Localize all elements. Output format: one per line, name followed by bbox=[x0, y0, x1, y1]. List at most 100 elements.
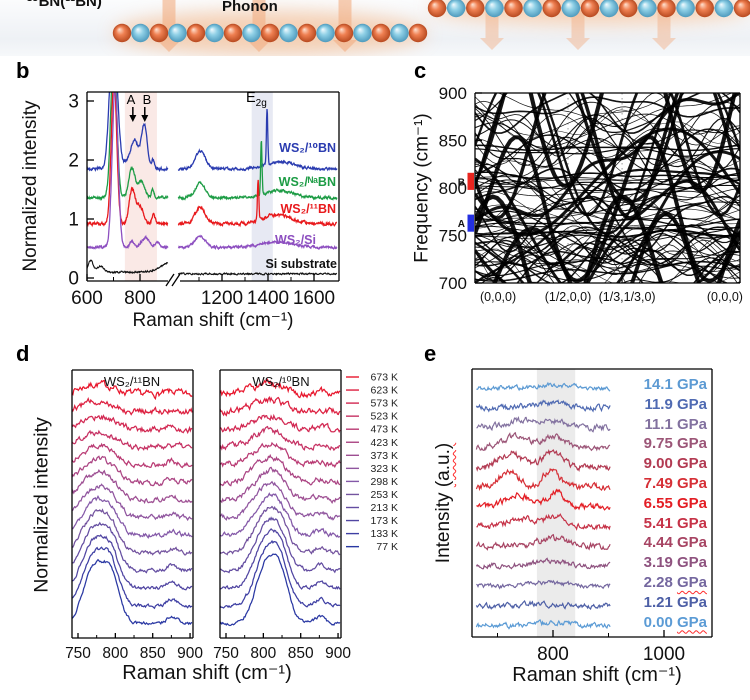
temp-trace-133K bbox=[220, 539, 341, 609]
boron-atom bbox=[408, 23, 428, 43]
arrow-head-icon bbox=[129, 115, 137, 122]
legend-label: 133 K bbox=[371, 528, 398, 540]
annotation-e2g: E2g bbox=[246, 90, 267, 109]
phonon-branch bbox=[475, 150, 740, 283]
nitrogen-atom bbox=[638, 0, 657, 18]
pressure-trace-11.9 bbox=[475, 399, 611, 413]
phonon-arrow-icon bbox=[480, 10, 504, 50]
boron-atom bbox=[427, 0, 447, 18]
pressure-trace-6.55 bbox=[476, 488, 611, 511]
panel-b-ylabel: Normalized intensity bbox=[20, 100, 41, 272]
nitrogen-atom bbox=[316, 23, 335, 43]
legend-label: 623 K bbox=[371, 385, 398, 397]
panel-e-ylabel-main: Intensity bbox=[433, 487, 454, 564]
boron-atom bbox=[334, 23, 354, 43]
temp-trace-473K bbox=[220, 441, 341, 469]
nitrogen-atom bbox=[676, 0, 695, 18]
series-label: WS₂/¹⁰BN bbox=[279, 141, 336, 155]
panel-d-traces-1 bbox=[220, 378, 341, 627]
legend-label: 573 K bbox=[371, 398, 398, 410]
phonon-branch bbox=[475, 144, 740, 152]
pressure-trace-3.19 bbox=[475, 557, 611, 570]
annotation-e2g-main: E bbox=[246, 90, 256, 106]
temp-trace-423K bbox=[72, 455, 193, 487]
phonon-branch bbox=[475, 96, 740, 118]
boron-atom bbox=[733, 0, 750, 18]
temp-trace-298K bbox=[72, 495, 193, 540]
tick-label: 850 bbox=[439, 132, 467, 151]
annotation-peak-b: B bbox=[142, 92, 152, 107]
temp-trace-673K bbox=[220, 378, 341, 399]
tick-label: 800 bbox=[439, 179, 467, 198]
phonon-branch bbox=[475, 183, 740, 224]
tick-label: 900 bbox=[177, 645, 203, 662]
panel-c-ylabel: Frequency (cm⁻¹) bbox=[411, 113, 433, 263]
phonon-branch bbox=[475, 190, 740, 235]
legend-label: 423 K bbox=[371, 437, 398, 449]
tick-label: 750 bbox=[213, 645, 239, 662]
pressure-trace-9.75 bbox=[475, 431, 611, 452]
panel-b-plot: WS₂/¹⁰BN WS₂/ᴺᵃBN WS₂/¹¹BN WS₂/Si Si substra… bbox=[68, 91, 340, 309]
pressure-trace-0.00 bbox=[475, 619, 611, 630]
boron-atom bbox=[619, 0, 638, 18]
pressure-trace-14.1 bbox=[476, 381, 611, 392]
temp-trace-473K bbox=[72, 442, 193, 469]
phonon-branch bbox=[475, 229, 740, 277]
temp-trace-523K bbox=[72, 429, 193, 452]
boron-atom bbox=[260, 23, 280, 43]
tick-label: (1/2,0,0) bbox=[545, 290, 592, 304]
temp-trace-573K bbox=[72, 414, 193, 435]
annotation-peak-a: A bbox=[126, 92, 136, 107]
phonon-branch bbox=[492, 211, 701, 283]
atom-chain-1 bbox=[427, 0, 750, 50]
panel-a-phonon-label: Phonon bbox=[222, 0, 278, 15]
temp-trace-173K bbox=[220, 527, 341, 591]
nitrogen-atom bbox=[523, 0, 542, 18]
phonon-branch bbox=[475, 133, 740, 185]
panel-d-title-ws2-11bn: WS₂/¹¹BN bbox=[103, 374, 161, 389]
boron-atom bbox=[223, 23, 243, 43]
panel-e-plot: 800 1000 bbox=[471, 368, 713, 665]
nitrogen-atom bbox=[390, 23, 409, 43]
tick-label: 800 bbox=[537, 644, 569, 665]
phonon-branch bbox=[475, 212, 740, 225]
phonon-branch bbox=[475, 93, 684, 203]
panel-e-ylabel-unit: (a.u.) bbox=[433, 442, 454, 488]
tick-label: 1600 bbox=[293, 288, 335, 309]
tick-label: 1200 bbox=[201, 288, 243, 309]
spectrum-4-right bbox=[177, 271, 338, 276]
phonon-branch bbox=[475, 245, 738, 283]
pressure-trace-7.49 bbox=[475, 467, 611, 492]
temp-trace-423K bbox=[220, 453, 341, 487]
tick-label: 750 bbox=[65, 645, 91, 662]
pressure-trace-11.1 bbox=[476, 416, 611, 433]
series-label: Si substrate bbox=[265, 257, 337, 271]
temp-trace-323K bbox=[72, 483, 193, 522]
pressure-trace-5.41 bbox=[476, 513, 611, 531]
nitrogen-atom bbox=[279, 23, 298, 43]
tick-label: 600 bbox=[71, 288, 103, 309]
atom-chain-graphic bbox=[112, 0, 750, 55]
legend-label: 213 K bbox=[371, 502, 398, 514]
boron-atom bbox=[657, 0, 676, 18]
spectrum-3-right bbox=[177, 234, 338, 251]
phonon-arrow-icon bbox=[566, 10, 590, 50]
boron-atom bbox=[149, 23, 169, 43]
boron-atom bbox=[466, 0, 485, 18]
panel-b-letter: b bbox=[16, 58, 30, 83]
temp-trace-213K bbox=[220, 516, 341, 574]
temp-trace-298K bbox=[220, 492, 341, 538]
tick-label: 750 bbox=[439, 227, 467, 246]
panel-d-xlabel: Raman shift (cm⁻¹) bbox=[122, 662, 292, 684]
phonon-arrow-icon bbox=[652, 10, 676, 50]
panel-b-traces bbox=[87, 92, 338, 276]
boron-atom bbox=[297, 23, 317, 43]
legend-label: 673 K bbox=[371, 372, 398, 384]
temp-trace-573K bbox=[220, 413, 341, 434]
pressure-trace-2.28 bbox=[476, 579, 611, 590]
nitrogen-atom bbox=[131, 23, 150, 43]
panel-c-plot: 700 750 800 850 900 (0,0,0) (1/2,0,0) (1/3,1/3,… bbox=[439, 84, 743, 304]
spectrum-0-right bbox=[177, 108, 338, 172]
